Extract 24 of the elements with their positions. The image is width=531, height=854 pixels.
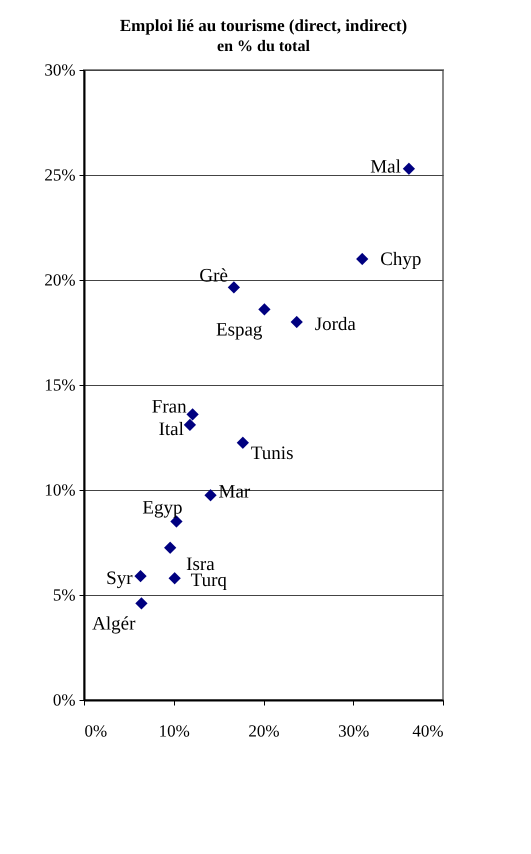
y-tick-label: 15% bbox=[44, 376, 76, 394]
chart-title: Emploi lié au tourisme (direct, indirect) bbox=[120, 16, 408, 35]
annotation: Mal bbox=[370, 156, 401, 178]
y-tick-label: 0% bbox=[52, 690, 76, 710]
annotation: Syr bbox=[106, 568, 134, 590]
x-tick-label: 40% bbox=[412, 722, 444, 740]
y-tick-label: 30% bbox=[44, 60, 76, 80]
annotation: Fran bbox=[152, 396, 188, 418]
annotation: Chyp bbox=[380, 249, 422, 270]
y-tick-label: 20% bbox=[44, 270, 76, 290]
annotation: Jorda bbox=[314, 314, 356, 335]
y-tick-label: 10% bbox=[44, 480, 76, 500]
y-tick-label: 5% bbox=[52, 586, 76, 604]
x-tick-label: 10% bbox=[158, 722, 190, 740]
x-tick-label: 0% bbox=[84, 722, 108, 740]
y-tick-label: 25% bbox=[44, 166, 76, 184]
chart-subtitle: en % du total bbox=[217, 38, 310, 55]
x-tick-label: 20% bbox=[248, 722, 280, 740]
annotation: Algér bbox=[92, 613, 136, 634]
annotation: Tunis bbox=[250, 442, 294, 464]
annotation: Espag bbox=[216, 319, 263, 340]
x-tick-label: 30% bbox=[338, 722, 370, 740]
annotation: Egyp bbox=[142, 498, 182, 518]
annotation: Ital bbox=[158, 418, 184, 440]
